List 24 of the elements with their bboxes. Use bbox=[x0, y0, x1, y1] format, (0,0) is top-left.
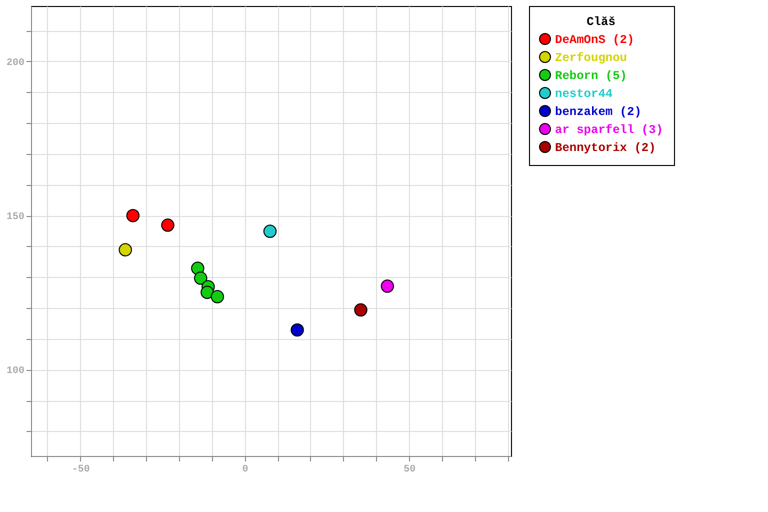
legend-label: nestor44 bbox=[555, 87, 613, 101]
legend-label: ar sparfell (3) bbox=[555, 123, 664, 137]
legend-label: Reborn (5) bbox=[555, 69, 628, 83]
point bbox=[380, 280, 394, 293]
point bbox=[354, 303, 368, 317]
point bbox=[200, 286, 214, 299]
y-tick-label: 150 bbox=[6, 212, 24, 224]
x-tick-label: 50 bbox=[404, 464, 416, 476]
point bbox=[263, 224, 277, 238]
point bbox=[126, 208, 140, 222]
point bbox=[118, 243, 132, 256]
legend-label: Zerfougnou bbox=[555, 51, 628, 65]
legend-label: benzakem (2) bbox=[555, 105, 642, 119]
legend-label: Bennytorix (2) bbox=[555, 141, 656, 155]
x-tick-label: 0 bbox=[242, 464, 248, 476]
y-tick-label: 100 bbox=[6, 366, 24, 378]
point bbox=[194, 272, 208, 285]
legend-title: Clăš bbox=[586, 15, 616, 29]
point bbox=[290, 323, 304, 337]
point bbox=[161, 218, 174, 232]
y-tick-label: 200 bbox=[6, 58, 24, 69]
x-tick-label: -50 bbox=[72, 464, 90, 476]
legend-label: DeAmOnS (2) bbox=[555, 33, 634, 47]
point bbox=[210, 290, 224, 304]
